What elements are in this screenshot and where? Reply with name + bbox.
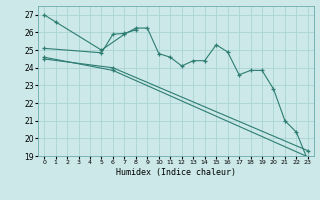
X-axis label: Humidex (Indice chaleur): Humidex (Indice chaleur) [116, 168, 236, 177]
